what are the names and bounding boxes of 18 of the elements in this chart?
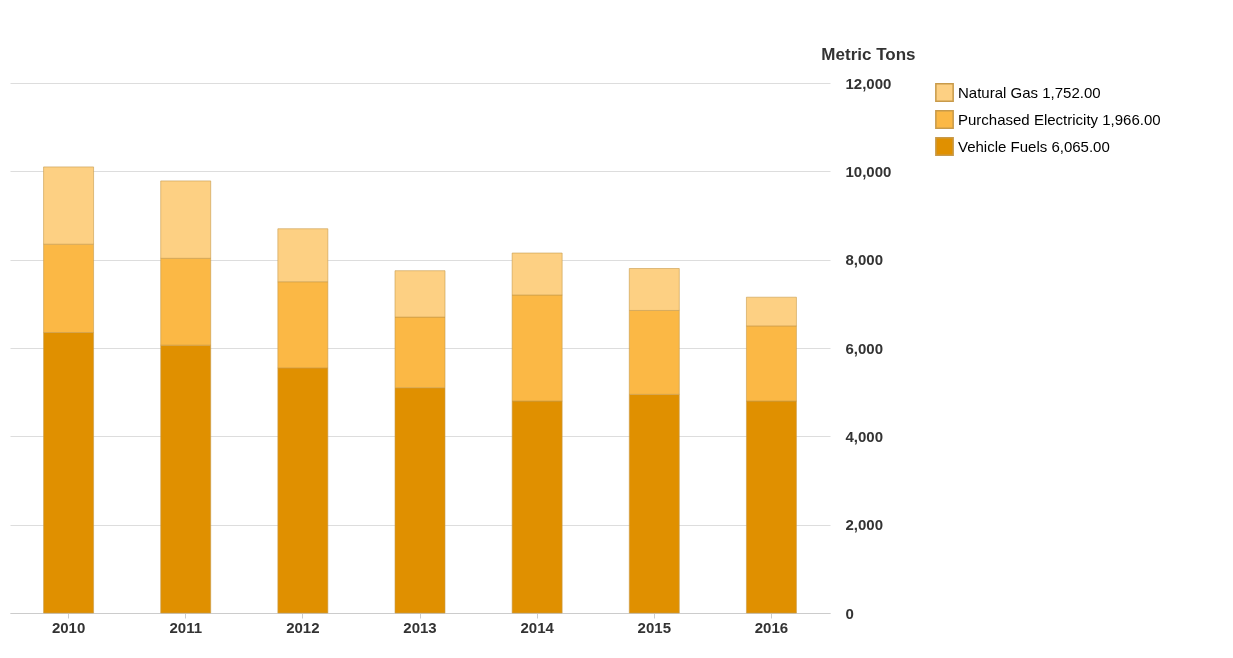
y-tick-label: 0 [845,604,854,622]
y-tick-label: 6,000 [845,339,884,357]
x-tick-label: 2016 [754,618,789,636]
y-tick-label: 8,000 [845,251,884,269]
x-tick-label: 2015 [637,618,671,636]
y-tick-label: 4,000 [845,427,884,445]
legend-label: Vehicle Fuels 6,065.00 [958,137,1110,155]
x-tick-label: 2013 [403,618,437,636]
y-tick-label: 10,000 [845,162,892,180]
legend-label: Purchased Electricity 1,966.00 [958,110,1161,128]
legend-label: Natural Gas 1,752.00 [958,83,1101,101]
y-axis-title: Metric Tons [821,44,916,64]
x-tick-label: 2010 [51,618,86,636]
x-tick-label: 2011 [169,618,202,636]
y-tick-label: 12,000 [845,74,892,92]
x-tick-label: 2014 [520,618,555,636]
y-tick-label: 2,000 [845,516,884,534]
x-tick-label: 2012 [286,618,320,636]
